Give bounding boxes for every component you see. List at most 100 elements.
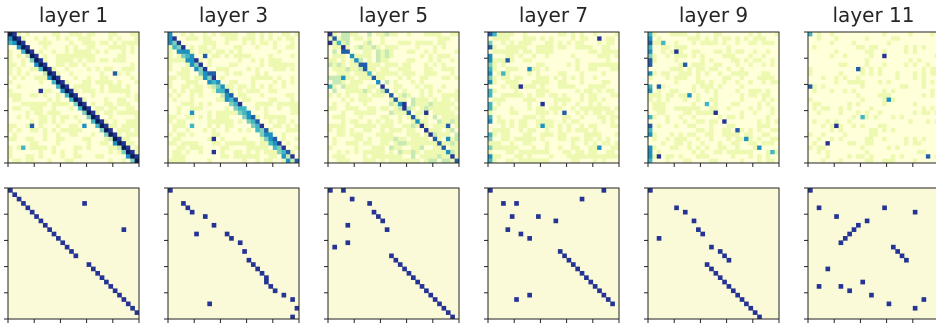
- heatmap-cell: [757, 132, 762, 138]
- heatmap-cell: [735, 149, 740, 155]
- heatmap-cell: [917, 32, 922, 37]
- heatmap-cell: [125, 101, 131, 107]
- heatmap-cell: [834, 88, 839, 94]
- heatmap-cell: [384, 84, 390, 90]
- heatmap-cell: [16, 88, 22, 94]
- heatmap-cell: [99, 141, 105, 146]
- heatmap-cell: [242, 110, 247, 116]
- heatmap-cell: [99, 114, 105, 120]
- heatmap-cell: [202, 128, 208, 133]
- heatmap-cell: [735, 32, 740, 37]
- heatmap-cell: [237, 88, 243, 94]
- heatmap-cell: [8, 106, 13, 111]
- heatmap-cell: [242, 49, 247, 55]
- heatmap-cell: [99, 53, 105, 59]
- heatmap-cell: [389, 36, 394, 42]
- heatmap-cell: [349, 32, 355, 37]
- heatmap-cell: [328, 101, 333, 107]
- heatmap-cell: [566, 106, 572, 111]
- heatmap-cell: [505, 32, 511, 37]
- heatmap-cell: [354, 40, 359, 46]
- heatmap-cell: [739, 80, 745, 85]
- heatmap-cell: [536, 149, 541, 155]
- heatmap-cell: [42, 97, 48, 103]
- heatmap-cell: [336, 145, 342, 151]
- heatmap-cell: [397, 119, 403, 124]
- heatmap-cell: [575, 158, 580, 164]
- heatmap-cell: [730, 149, 736, 155]
- heatmap-cell: [277, 62, 282, 68]
- heatmap-cell: [349, 66, 355, 72]
- heatmap-cell: [584, 80, 589, 85]
- heatmap-cell: [770, 71, 775, 76]
- heatmap-cell: [669, 101, 675, 107]
- heatmap-cell: [419, 145, 425, 151]
- heatmap-cell: [851, 75, 857, 81]
- heatmap-cell: [117, 93, 122, 98]
- heatmap-cell: [168, 101, 173, 107]
- heatmap-cell: [268, 36, 274, 42]
- heatmap-cell: [134, 128, 140, 133]
- heatmap-cell: [557, 128, 563, 133]
- heatmap-cell: [428, 141, 434, 146]
- heatmap-cell: [652, 49, 658, 55]
- heatmap-cell: [264, 114, 269, 120]
- heatmap-cell: [656, 80, 662, 85]
- heatmap-cell: [592, 123, 598, 129]
- heatmap-cell: [415, 119, 420, 124]
- heatmap-cell: [358, 106, 364, 111]
- heatmap-cell: [566, 62, 572, 68]
- heatmap-cell: [882, 49, 887, 55]
- heatmap-cell: [886, 75, 892, 81]
- heatmap-cell: [687, 97, 692, 103]
- heatmap-cell: [648, 80, 653, 85]
- heatmap-cell: [691, 136, 697, 142]
- heatmap-cell: [614, 53, 620, 59]
- heatmap-cell: [272, 145, 278, 151]
- heatmap-cell: [134, 66, 140, 72]
- heatmap-cell: [224, 36, 230, 42]
- heatmap-cell: [518, 119, 524, 124]
- heatmap-cell: [371, 158, 377, 164]
- heatmap-cell: [264, 101, 269, 107]
- heatmap-cell: [332, 149, 338, 155]
- heatmap-cell: [584, 145, 589, 151]
- heatmap-cell: [744, 88, 749, 94]
- heatmap-cell: [492, 53, 498, 59]
- heatmap-cell: [38, 93, 44, 98]
- heatmap-cell: [371, 97, 377, 103]
- heatmap-cell: [812, 62, 818, 68]
- heatmap-cell: [397, 158, 403, 164]
- heatmap-cell: [376, 106, 381, 111]
- heatmap-cell: [601, 154, 607, 159]
- heatmap-cell: [237, 45, 243, 50]
- heatmap-cell: [60, 88, 66, 94]
- heatmap-cell: [492, 145, 498, 151]
- heatmap-cell: [744, 53, 749, 59]
- heatmap-cell: [588, 145, 594, 151]
- heatmap-cell: [678, 114, 684, 120]
- heatmap-cell: [21, 45, 26, 50]
- heatmap-cell: [597, 93, 602, 98]
- heatmap-cell: [21, 132, 26, 138]
- heatmap-cell: [42, 62, 48, 68]
- heatmap-cell: [592, 88, 598, 94]
- heatmap-cell: [410, 119, 416, 124]
- heatmap-cell: [64, 62, 70, 68]
- heatmap-cell: [536, 32, 541, 37]
- heatmap-cell: [816, 84, 822, 90]
- heatmap-cell: [648, 75, 653, 81]
- heatmap-cell: [290, 158, 295, 164]
- heatmap-cell: [29, 97, 35, 103]
- heatmap-cell: [77, 128, 83, 133]
- heatmap-cell: [869, 84, 874, 90]
- heatmap-cell: [825, 66, 831, 72]
- heatmap-cell: [233, 36, 239, 42]
- heatmap-cell: [553, 158, 559, 164]
- heatmap-cell: [505, 49, 511, 55]
- heatmap-cell: [108, 128, 114, 133]
- heatmap-cell: [211, 84, 217, 90]
- heatmap-cell: [674, 119, 679, 124]
- heatmap-cell: [121, 97, 127, 103]
- heatmap-cell: [722, 58, 727, 63]
